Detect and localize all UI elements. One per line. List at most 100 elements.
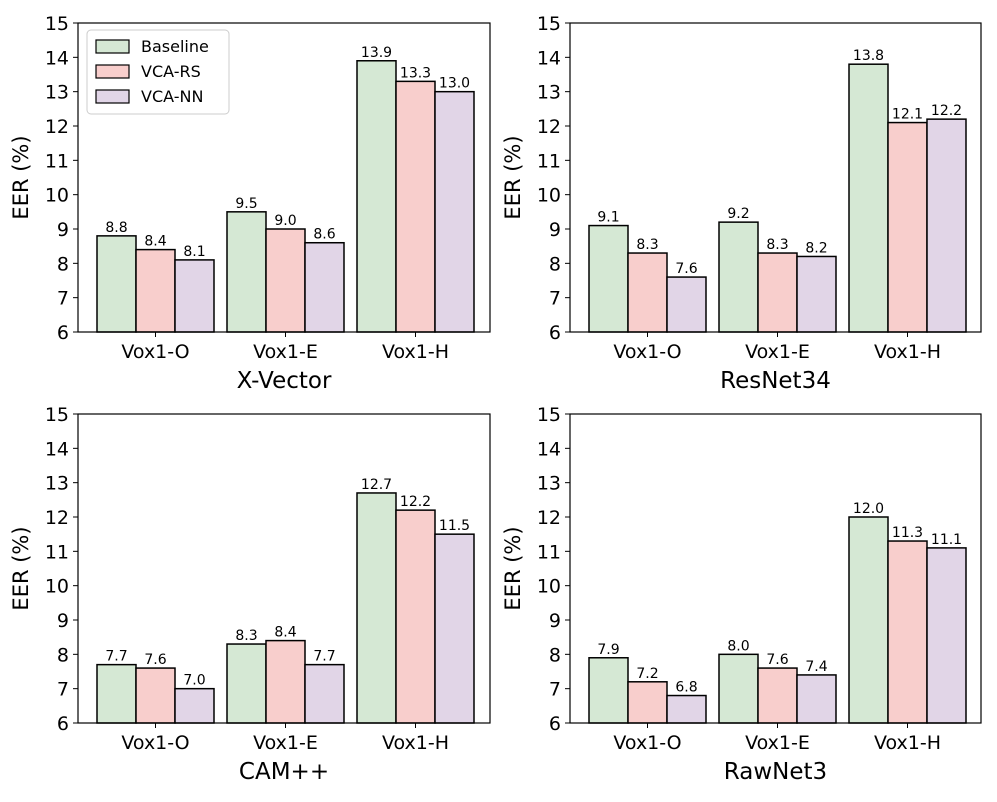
y-tick-label: 12	[537, 116, 561, 138]
data-label: 8.0	[727, 638, 749, 654]
y-tick-label: 7	[57, 288, 69, 310]
data-label: 9.0	[274, 213, 296, 229]
y-tick-label: 12	[537, 507, 561, 529]
x-tick-label: Vox1-O	[613, 732, 681, 754]
data-label: 8.3	[766, 237, 788, 253]
bar	[887, 121, 928, 333]
bar	[135, 248, 176, 333]
bar	[395, 80, 436, 333]
bar	[757, 667, 798, 724]
y-tick-label: 9	[57, 219, 69, 241]
y-tick-label: 13	[537, 473, 561, 495]
data-label: 8.3	[636, 237, 658, 253]
x-tick-label: Vox1-H	[382, 732, 449, 754]
y-axis-label: EER (%)	[9, 526, 33, 610]
x-axis-label: CAM++	[239, 759, 329, 785]
data-label: 7.6	[675, 261, 697, 277]
bar	[304, 241, 345, 333]
bar	[796, 674, 837, 724]
y-tick-label: 7	[549, 288, 561, 310]
bar	[96, 235, 137, 333]
bar	[395, 509, 436, 724]
x-tick-label: Vox1-H	[382, 341, 449, 363]
y-tick-label: 13	[45, 473, 69, 495]
bar	[265, 228, 306, 333]
x-tick-label: Vox1-O	[613, 341, 681, 363]
y-tick-label: 8	[549, 644, 561, 666]
y-tick-label: 6	[57, 713, 69, 735]
x-tick-label: Vox1-E	[253, 732, 318, 754]
x-tick-label: Vox1-O	[121, 341, 189, 363]
data-label: 8.6	[313, 227, 335, 243]
data-label: 8.8	[105, 220, 127, 236]
bar	[848, 516, 889, 724]
y-tick-label: 10	[45, 185, 69, 207]
bar	[265, 639, 306, 724]
data-label: 7.0	[183, 673, 205, 689]
bar	[757, 252, 798, 333]
y-axis-label: EER (%)	[501, 526, 525, 610]
legend-swatch	[95, 39, 130, 54]
y-tick-label: 14	[45, 438, 69, 460]
y-tick-label: 13	[45, 82, 69, 104]
bar	[627, 252, 668, 333]
y-tick-label: 15	[45, 13, 69, 35]
bar	[718, 653, 759, 724]
x-tick-label: Vox1-E	[745, 341, 810, 363]
bar	[304, 663, 345, 724]
legend-entry: VCA-NN	[141, 87, 203, 106]
data-label: 13.3	[400, 65, 431, 81]
data-label: 12.7	[361, 477, 392, 493]
data-label: 8.3	[235, 628, 257, 644]
y-axis-label: EER (%)	[9, 135, 33, 219]
y-tick-label: 11	[537, 150, 561, 172]
bar	[796, 255, 837, 333]
y-tick-label: 14	[537, 47, 561, 69]
x-tick-label: Vox1-H	[874, 341, 941, 363]
y-tick-label: 9	[549, 219, 561, 241]
data-label: 13.8	[853, 48, 884, 64]
chart-panel-3: 7.7 7.6 7.0 Vox1-O 8.3 8.4 7.7 Vox1-E 12.7 12.2 11…	[9, 404, 491, 785]
data-label: 7.9	[597, 642, 619, 658]
y-tick-label: 7	[57, 679, 69, 701]
bar	[887, 540, 928, 724]
plot-frame	[77, 413, 491, 724]
data-label: 13.0	[439, 76, 470, 92]
data-label: 7.7	[313, 649, 335, 665]
y-tick-label: 6	[549, 713, 561, 735]
legend: Baseline VCA-RS VCA-NN	[86, 29, 230, 115]
bar	[226, 643, 267, 724]
data-label: 9.5	[235, 196, 257, 212]
plot-frame	[77, 22, 491, 333]
legend-entry: Baseline	[141, 37, 209, 56]
bar	[666, 694, 707, 724]
chart-panel-1: 8.8 8.4 8.1 Vox1-O 9.5 9.0 8.6 Vox1-E 13.9 13.3 13…	[9, 13, 491, 394]
bar	[627, 681, 668, 724]
data-label: 7.6	[766, 652, 788, 668]
data-label: 12.0	[853, 501, 884, 517]
plot-frame	[569, 22, 982, 333]
x-tick-label: Vox1-H	[874, 732, 941, 754]
x-tick-label: Vox1-E	[253, 341, 318, 363]
y-tick-label: 8	[57, 253, 69, 275]
y-tick-label: 14	[45, 47, 69, 69]
data-label: 12.2	[931, 103, 962, 119]
data-label: 7.7	[105, 649, 127, 665]
legend-entry: VCA-RS	[141, 62, 201, 81]
plot-frame	[569, 413, 982, 724]
y-tick-label: 12	[45, 507, 69, 529]
bar	[718, 221, 759, 333]
y-tick-label: 15	[45, 404, 69, 426]
data-label: 13.9	[361, 45, 392, 61]
y-tick-label: 12	[45, 116, 69, 138]
data-label: 8.2	[805, 240, 827, 256]
y-tick-label: 8	[57, 644, 69, 666]
bar	[588, 657, 629, 724]
data-label: 7.4	[805, 659, 827, 675]
data-label: 11.5	[439, 518, 470, 534]
bar	[174, 687, 215, 724]
y-tick-label: 8	[549, 253, 561, 275]
y-tick-label: 7	[549, 679, 561, 701]
bar	[96, 663, 137, 724]
